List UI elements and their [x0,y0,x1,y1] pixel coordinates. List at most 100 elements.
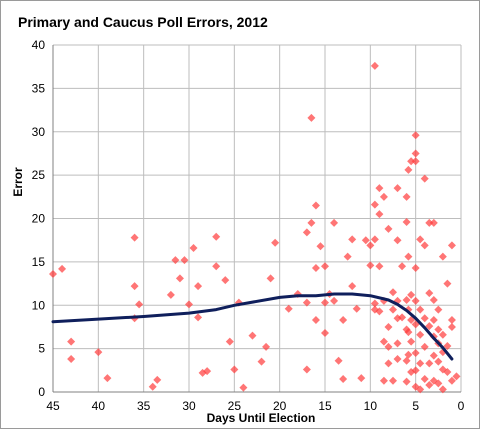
y-tick-label: 20 [32,212,46,226]
data-point [438,385,447,394]
data-point [343,252,352,261]
data-point [393,355,402,364]
data-point [411,366,420,375]
x-tick-label: 15 [318,399,332,413]
data-point [429,218,438,227]
data-point [203,367,212,376]
data-point [443,342,452,351]
data-point [407,290,416,299]
data-point [271,238,280,247]
data-point [130,282,139,291]
data-point [420,342,429,351]
data-point [416,330,425,339]
data-point [411,149,420,158]
data-point [416,385,425,394]
data-point [384,322,393,331]
gridlines [53,44,462,392]
x-tick-label: 25 [228,399,242,413]
data-point [416,235,425,244]
data-point [370,61,379,70]
data-point [230,365,239,374]
data-point [58,264,67,273]
data-point [420,174,429,183]
data-point [49,270,57,279]
y-tick-label: 35 [32,81,46,95]
data-point [239,383,248,392]
data-point [307,113,316,122]
data-point [321,298,329,307]
x-tick-label: 35 [137,399,151,413]
data-point [389,288,397,297]
data-point [339,374,348,383]
data-point [404,252,413,261]
data-point [398,262,407,271]
data-point [425,322,434,331]
data-point [316,242,325,251]
data-point [434,305,443,314]
data-point [221,276,230,285]
data-point [94,348,103,357]
data-point [262,342,271,351]
data-point [189,243,198,252]
y-tick-label: 10 [32,298,46,312]
data-point [67,355,76,364]
data-point [379,337,388,346]
data-point [411,263,420,272]
data-point [404,328,413,337]
axes [52,45,461,393]
data-point [375,307,384,316]
data-point [370,200,379,209]
data-point [420,241,429,250]
data-point [302,298,311,307]
data-point [429,351,438,360]
data-point [434,379,443,388]
data-point [447,315,456,324]
x-tick-label: 5 [412,399,419,413]
data-point [425,381,434,390]
data-point [402,356,411,365]
data-point [302,365,311,374]
scatter-series [49,61,461,394]
data-point [411,131,420,140]
data-point [330,218,339,227]
data-point [366,261,375,270]
data-point [375,210,384,219]
data-point [321,262,329,271]
data-point [434,357,443,366]
data-point [416,359,425,368]
y-tick-labels: 0 5 10 15 20 25 30 35 40 [32,38,46,399]
data-point [357,374,366,383]
data-point [402,377,411,386]
data-point [266,274,275,283]
data-point [311,201,320,210]
x-tick-label: 45 [46,399,60,413]
data-point [407,337,416,346]
data-point [416,305,425,314]
data-point [438,252,447,261]
data-point [171,256,180,265]
x-tick-label: 0 [458,399,465,413]
data-point [302,228,311,237]
data-point [311,315,320,324]
data-point [404,165,413,174]
data-point [425,218,434,227]
data-point [411,296,420,305]
data-point [375,262,384,271]
data-point [389,376,397,385]
data-point [425,289,434,298]
data-point [443,279,452,288]
data-point [212,262,221,271]
x-tick-label: 30 [182,399,196,413]
data-point [384,342,393,351]
data-point [393,339,402,348]
data-point [103,374,112,383]
data-point [447,241,456,250]
y-axis-title: Error [11,167,25,197]
data-point [248,331,257,340]
data-point [321,329,329,338]
y-tick-label: 5 [38,342,45,356]
data-point [398,313,407,322]
data-point [339,315,348,324]
